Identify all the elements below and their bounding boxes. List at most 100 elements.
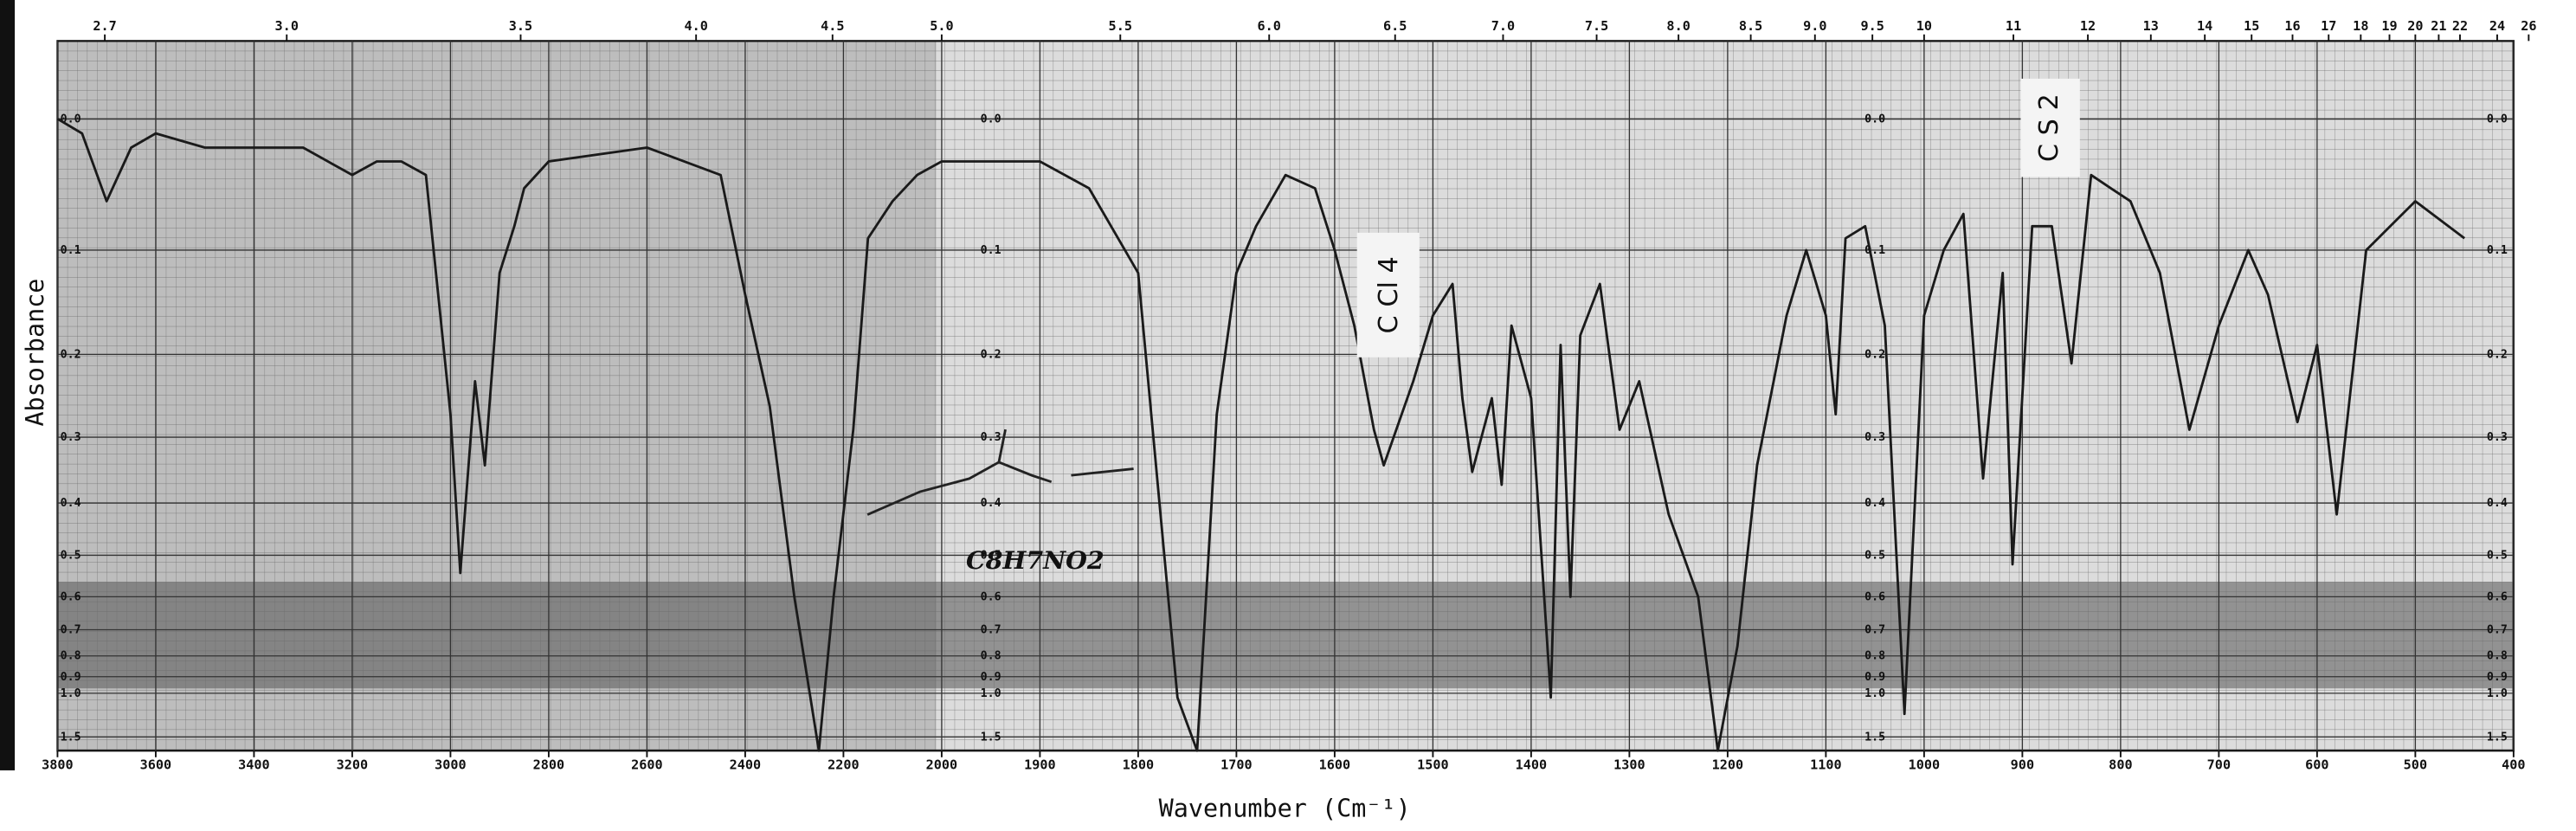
x2-tick-label: 11	[2006, 18, 2021, 34]
x-tick-label: 1800	[1123, 757, 1155, 773]
y-tick-label: 1.0	[2487, 687, 2508, 700]
y-tick-label: 0.6	[1864, 590, 1885, 603]
x-tick-label: 800	[2109, 757, 2132, 773]
x-tick-label: 1500	[1417, 757, 1449, 773]
x-tick-label: 2200	[828, 757, 860, 773]
x2-tick-label: 3.0	[275, 18, 299, 34]
y-tick-label: 0.3	[1864, 431, 1885, 444]
scan-edge	[0, 0, 16, 770]
x-tick-label: 1100	[1810, 757, 1842, 773]
y-tick-label: 0.8	[2487, 650, 2508, 663]
y-tick-label: 0.0	[61, 113, 81, 126]
x-tick-label: 3000	[435, 757, 467, 773]
annotation-formula: C8H7NO2	[966, 545, 1104, 575]
y-tick-label: 0.5	[2487, 549, 2508, 562]
y-tick-label: 0.2	[981, 348, 1001, 361]
y-tick-label: 1.0	[1864, 687, 1885, 700]
y-tick-label: 0.3	[2487, 431, 2508, 444]
y-tick-label: 0.7	[2487, 623, 2508, 636]
y-tick-label: 0.2	[2487, 348, 2508, 361]
x2-tick-label: 18	[2353, 18, 2368, 34]
x2-tick-label: 26	[2521, 18, 2536, 34]
spectrum-line	[56, 118, 2465, 752]
y-tick-label: 0.4	[61, 497, 81, 510]
x-tick-label: 900	[2011, 757, 2034, 773]
x-tick-label: 400	[2502, 757, 2525, 773]
y-tick-label: 1.5	[1864, 731, 1885, 744]
x-tick-label: 1400	[1516, 757, 1548, 773]
x2-tick-label: 8.5	[1739, 18, 1762, 34]
x-tick-label: 1000	[1909, 757, 1941, 773]
y-tick-label: 0.5	[61, 549, 81, 562]
x2-tick-label: 17	[2321, 18, 2336, 34]
y-tick-label: 0.9	[2487, 671, 2508, 684]
x-tick-label: 1300	[1613, 757, 1645, 773]
annotation-background	[2020, 78, 2080, 177]
y-tick-label: 0.9	[61, 671, 81, 684]
y-tick-label: 0.3	[61, 431, 81, 444]
x-tick-label: 3600	[140, 757, 172, 773]
x2-tick-label: 16	[2284, 18, 2300, 34]
y-tick-label: 0.6	[981, 590, 1001, 603]
y-tick-label: 1.5	[2487, 731, 2508, 744]
y-tick-label: 1.5	[981, 731, 1001, 744]
y-tick-label: 0.8	[61, 650, 81, 663]
x2-tick-label: 9.5	[1860, 18, 1884, 34]
x2-tick-label: 19	[2381, 18, 2397, 34]
x2-tick-label: 7.5	[1585, 18, 1608, 34]
x2-tick-label: 3.5	[509, 18, 532, 34]
y-tick-label: 1.0	[61, 687, 81, 700]
x2-tick-label: 4.5	[821, 18, 844, 34]
y-tick-label: 0.8	[1864, 650, 1885, 663]
minor-grid	[57, 41, 2514, 751]
x2-tick-label: 22	[2452, 18, 2468, 34]
y-tick-label: 0.1	[2487, 244, 2508, 257]
y-tick-label: 0.2	[1864, 348, 1885, 361]
y-tick-label: 0.1	[1864, 244, 1885, 257]
y-tick-label: 0.4	[1864, 497, 1885, 510]
x2-tick-label: 9.0	[1803, 18, 1826, 34]
y-tick-label: 0.9	[1864, 671, 1885, 684]
x2-tick-label: 12	[2080, 18, 2096, 34]
x2-tick-label: 14	[2197, 18, 2212, 34]
annotation-cs2: C S 2	[2034, 93, 2064, 162]
x-tick-label: 1600	[1319, 757, 1351, 773]
x-tick-label: 1200	[1712, 757, 1744, 773]
y-tick-label: 0.0	[2487, 113, 2508, 126]
handwritten-structure	[866, 428, 1134, 516]
x-tick-label: 1700	[1220, 757, 1253, 773]
y-tick-label: 0.8	[981, 650, 1001, 663]
x2-tick-label: 8.0	[1666, 18, 1690, 34]
y-tick-label: 0.2	[61, 348, 81, 361]
x2-tick-label: 15	[2244, 18, 2259, 34]
annotation-background	[1356, 232, 1420, 358]
y-tick-label: 1.5	[61, 731, 81, 744]
y-tick-label: 0.7	[61, 623, 81, 636]
y-tick-label: 0.3	[981, 431, 1001, 444]
x-tick-label: 2400	[730, 757, 762, 773]
y-tick-label: 0.4	[2487, 497, 2508, 510]
y-tick-label: 0.7	[1864, 623, 1885, 636]
x-tick-label: 600	[2305, 757, 2328, 773]
x-axis-title: Wavenumber (Cm⁻¹)	[1159, 794, 1411, 822]
x2-tick-label: 6.0	[1258, 18, 1281, 34]
y-tick-label: 0.6	[61, 590, 81, 603]
x-tick-label: 3800	[42, 757, 74, 773]
y-tick-label: 0.4	[981, 497, 1001, 510]
x2-tick-label: 6.5	[1383, 18, 1407, 34]
x-tick-label: 2800	[533, 757, 565, 773]
x-tick-label: 3400	[238, 757, 270, 773]
x2-tick-label: 5.5	[1109, 18, 1132, 34]
x2-tick-label: 4.0	[684, 18, 707, 34]
y-axis-title: Absorbance	[21, 279, 49, 427]
x2-tick-label: 5.0	[930, 18, 953, 34]
y-tick-label: 0.5	[1864, 549, 1885, 562]
y-tick-label: 0.0	[981, 113, 1001, 126]
annotation-ccl4: C Cl 4	[1374, 256, 1404, 333]
x-tick-label: 500	[2404, 757, 2427, 773]
x2-tick-label: 24	[2489, 18, 2505, 34]
x2-tick-label: 10	[1916, 18, 1932, 34]
y-tick-label: 0.9	[981, 671, 1001, 684]
x-tick-label: 3200	[337, 757, 369, 773]
